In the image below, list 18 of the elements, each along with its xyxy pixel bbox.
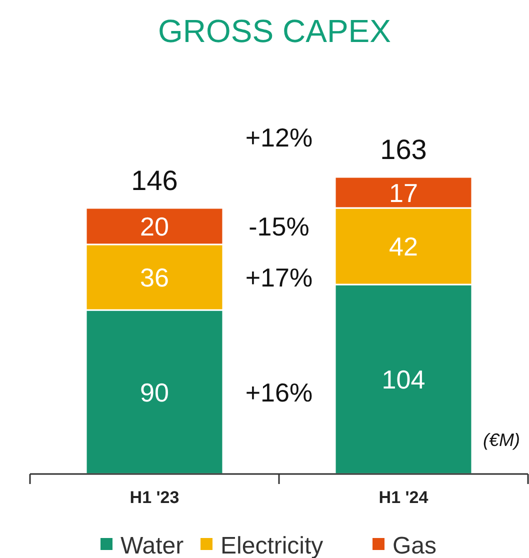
x-tick-label: H1 '24 [378, 488, 429, 507]
data-label: 42 [389, 232, 418, 262]
data-label: 90 [140, 377, 169, 408]
annotation: -15% [248, 212, 310, 242]
data-label: 20 [140, 212, 169, 242]
annotation: +16% [245, 377, 313, 408]
text: +12% [245, 122, 313, 152]
data-label: 104 [382, 364, 426, 395]
legend-label: Water [120, 532, 184, 558]
annotation: +17% [245, 262, 313, 293]
total-label: 163 [380, 134, 427, 165]
chart-title: GROSS CAPEX [158, 13, 391, 49]
x-tick-label: H1 '23 [130, 488, 180, 507]
annotation: (€M) [483, 430, 520, 450]
data-label: 36 [140, 262, 169, 293]
total-label: 146 [131, 164, 178, 196]
data-label: 17 [389, 178, 418, 208]
legend-label: Gas [392, 532, 437, 558]
